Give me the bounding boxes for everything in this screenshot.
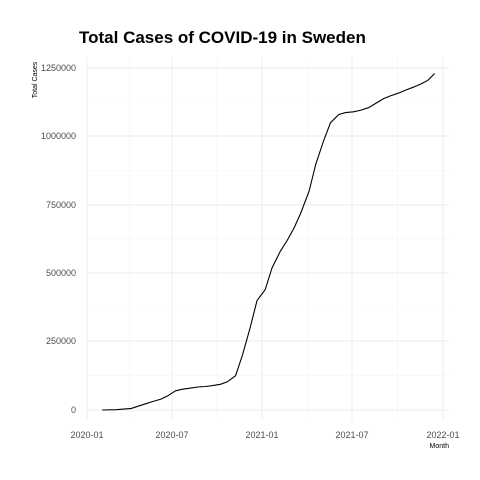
x-tick-label: 2021-01 <box>245 430 278 440</box>
series-group <box>102 73 436 411</box>
y-tick-label: 250000 <box>46 336 76 346</box>
x-tick-label: 2022-01 <box>426 430 459 440</box>
y-axis-title: Total Cases <box>32 61 39 98</box>
x-axis-ticks: 2020-01 2020-07 2021-01 2021-07 2022-01 <box>70 430 459 440</box>
y-tick-label: 1000000 <box>41 131 76 141</box>
y-tick-label: 750000 <box>46 200 76 210</box>
chart-title: Total Cases of COVID-19 in Sweden <box>79 28 366 47</box>
total-cases-line <box>102 73 436 411</box>
x-tick-label: 2020-01 <box>70 430 103 440</box>
y-tick-label: 1250000 <box>41 63 76 73</box>
y-tick-label: 0 <box>71 405 76 415</box>
y-axis-ticks: 0 250000 500000 750000 1000000 1250000 <box>41 63 76 415</box>
grid-lines <box>86 57 449 420</box>
x-axis-title: Month <box>430 443 450 450</box>
y-tick-label: 500000 <box>46 268 76 278</box>
x-tick-label: 2021-07 <box>335 430 368 440</box>
x-tick-label: 2020-07 <box>155 430 188 440</box>
